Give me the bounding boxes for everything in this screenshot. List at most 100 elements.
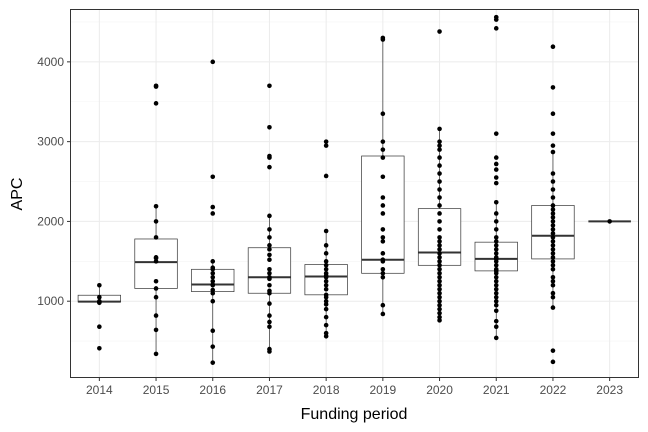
data-point — [437, 243, 442, 248]
panel-border — [70, 9, 639, 378]
data-point — [550, 247, 556, 252]
data-point — [380, 35, 386, 41]
data-point — [380, 111, 386, 117]
data-point — [550, 348, 556, 353]
axes-layer: 1000 2000 3000 4000 2014 2015 2016 2017 2018 2019… — [37, 55, 623, 397]
data-point — [550, 294, 556, 300]
data-point — [153, 255, 159, 260]
data-point — [550, 44, 556, 49]
data-point — [97, 298, 102, 304]
data-point — [550, 187, 556, 192]
data-point — [550, 195, 556, 200]
data-point — [437, 247, 442, 252]
x-axis-title: Funding period — [301, 406, 408, 423]
data-point — [380, 257, 386, 263]
data-point — [153, 351, 159, 357]
data-point — [493, 211, 499, 216]
data-point — [493, 278, 499, 284]
data-point — [323, 286, 329, 292]
data-point — [493, 227, 499, 232]
data-point — [153, 327, 159, 333]
data-point — [607, 219, 612, 224]
data-point — [550, 251, 556, 256]
data-point — [493, 175, 499, 180]
data-point — [550, 143, 556, 148]
data-point — [323, 330, 329, 336]
data-point — [153, 219, 159, 224]
data-point — [550, 111, 556, 117]
data-point — [380, 211, 386, 216]
data-point — [380, 266, 386, 272]
data-point — [550, 274, 556, 280]
data-point — [493, 243, 499, 248]
data-point — [550, 263, 556, 268]
data-point — [210, 59, 216, 65]
data-point — [493, 308, 499, 314]
data-point — [210, 204, 216, 210]
data-point — [437, 143, 442, 148]
data-point — [323, 259, 329, 264]
data-point — [323, 334, 329, 339]
data-point — [153, 286, 159, 291]
data-point — [97, 324, 102, 330]
data-point — [550, 131, 556, 136]
data-point — [493, 26, 499, 31]
data-point — [267, 313, 272, 318]
data-point — [437, 255, 442, 260]
data-point — [267, 124, 272, 130]
data-point — [437, 318, 442, 323]
data-point — [323, 302, 329, 307]
data-point — [153, 101, 159, 106]
data-point — [380, 155, 386, 160]
data-point — [323, 298, 329, 304]
data-point — [380, 302, 386, 308]
data-point — [267, 243, 272, 248]
data-point — [493, 167, 499, 172]
data-point — [437, 155, 442, 160]
data-point — [267, 247, 272, 252]
data-point — [267, 213, 272, 219]
x-tick-label: 2020 — [426, 383, 453, 397]
data-point — [210, 211, 216, 216]
data-point — [210, 344, 216, 349]
data-point — [493, 235, 499, 240]
data-point — [153, 83, 159, 89]
data-point — [550, 282, 556, 288]
data-point — [493, 286, 499, 292]
data-point — [493, 263, 499, 268]
data-point — [550, 305, 556, 310]
data-point — [267, 257, 272, 263]
x-tick-label: 2023 — [596, 383, 623, 397]
data-point — [493, 14, 499, 20]
x-tick-label: 2015 — [143, 383, 170, 397]
data-point — [210, 259, 216, 264]
y-tick-label: 3000 — [37, 135, 64, 149]
data-point — [550, 266, 556, 272]
data-point — [323, 243, 329, 248]
data-point — [550, 179, 556, 184]
data-point — [550, 235, 556, 240]
data-point — [153, 294, 159, 300]
data-point — [493, 131, 499, 136]
data-point — [493, 199, 499, 205]
x-tick-label: 2016 — [199, 383, 226, 397]
data-point — [437, 126, 442, 132]
data-point — [267, 252, 272, 258]
boxes-layer — [77, 37, 631, 363]
data-point — [267, 274, 272, 280]
data-point — [493, 247, 499, 252]
data-point — [323, 139, 329, 144]
data-point — [437, 286, 442, 292]
data-point — [437, 266, 442, 272]
data-point — [97, 345, 102, 351]
data-point — [437, 219, 442, 224]
data-point — [323, 173, 329, 179]
data-point — [267, 164, 272, 170]
data-point — [437, 139, 442, 144]
data-point — [493, 298, 499, 304]
data-point — [550, 359, 556, 365]
data-point — [210, 328, 216, 334]
data-point — [437, 203, 442, 208]
data-point — [550, 231, 556, 236]
